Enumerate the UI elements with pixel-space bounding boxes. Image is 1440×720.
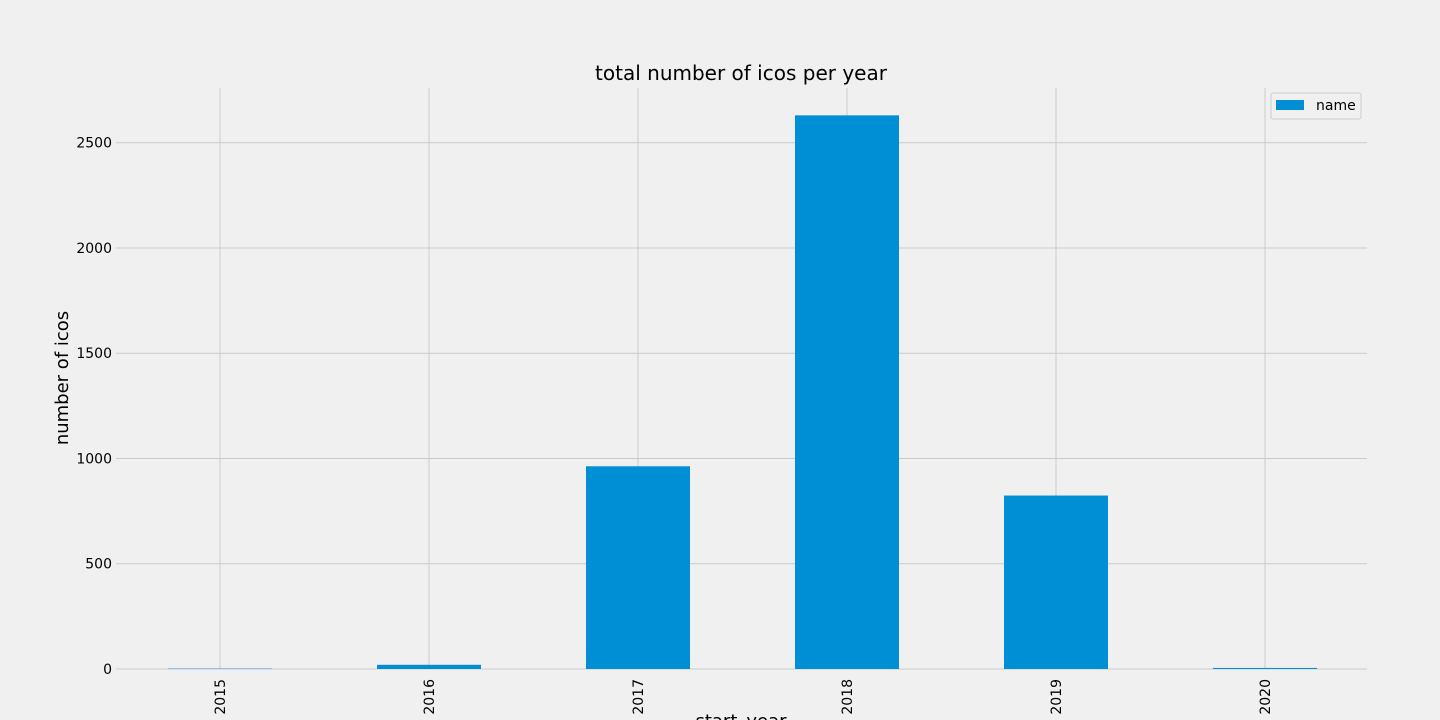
bar-2016 [377, 664, 481, 669]
y-tick-label: 500 [85, 557, 112, 573]
bars [168, 115, 1317, 669]
y-tick-label: 1500 [76, 346, 112, 362]
x-tick-label: 2016 [422, 679, 438, 715]
x-tick-label: 2020 [1258, 679, 1274, 715]
legend-label: name [1316, 98, 1356, 114]
legend-box [1270, 92, 1362, 120]
y-axis-label: number of icos [52, 311, 73, 445]
legend-swatch [1276, 100, 1304, 110]
legend: name [1270, 92, 1362, 120]
chart-title: total number of icos per year [595, 61, 888, 85]
x-tick-labels: 2015 2016 2017 2018 2019 2020 [213, 679, 1274, 715]
bar-2020 [1213, 667, 1317, 669]
x-axis-label: start_year [695, 711, 787, 720]
x-tick-label: 2019 [1049, 679, 1065, 715]
x-tick-label: 2015 [213, 679, 229, 715]
y-tick-labels: 0 500 1000 1500 2000 2500 [76, 136, 112, 678]
bar-2019 [1004, 495, 1108, 669]
x-tick-label: 2018 [840, 679, 856, 715]
x-tick-label: 2017 [631, 679, 647, 715]
grid-lines [116, 88, 1367, 670]
y-tick-label: 2000 [76, 241, 112, 257]
y-tick-label: 1000 [76, 451, 112, 467]
y-tick-label: 0 [103, 662, 112, 678]
bar-2017 [586, 466, 690, 669]
bar-2018 [795, 115, 899, 669]
y-tick-label: 2500 [76, 136, 112, 152]
